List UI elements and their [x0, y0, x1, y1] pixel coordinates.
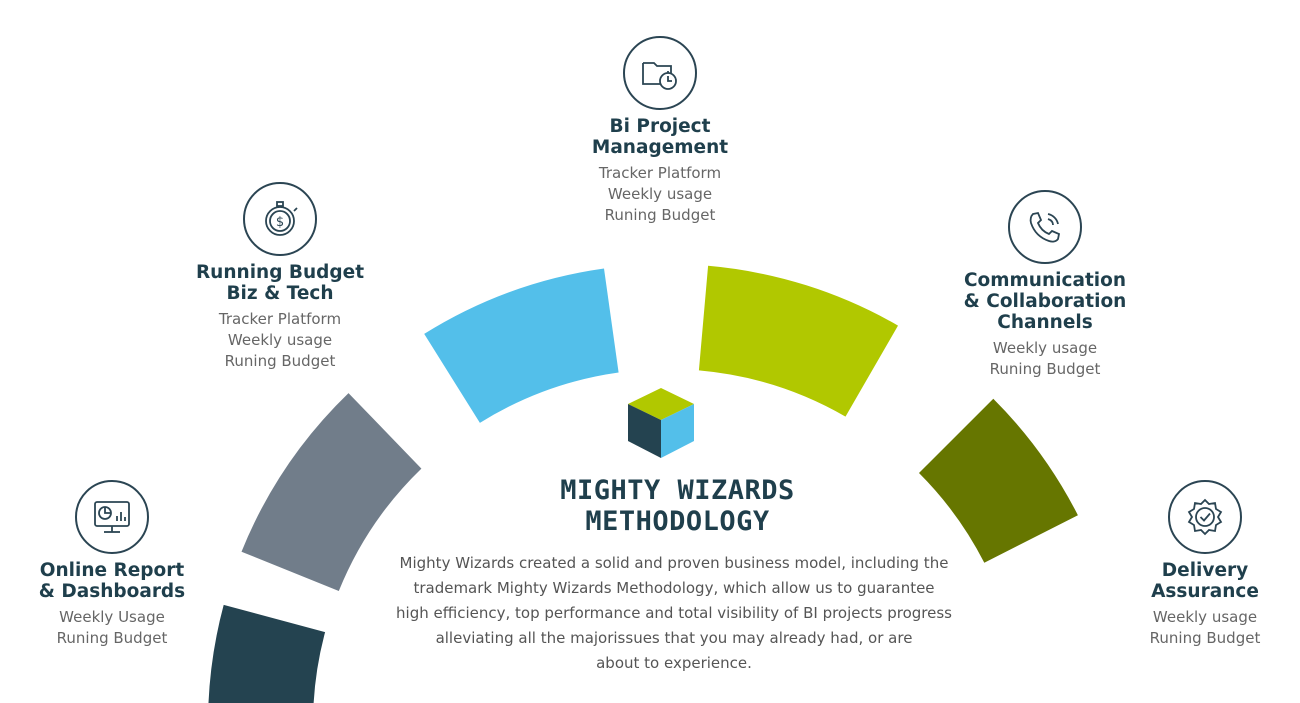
node-detail: Weekly usage	[227, 331, 333, 349]
node-title-line: Assurance	[1151, 581, 1259, 602]
node-detail: Runing Budget	[1149, 629, 1261, 647]
node-detail: Weekly usage	[1152, 608, 1258, 626]
node-detail: Runing Budget	[56, 629, 168, 647]
methodology-description: Mighty Wizards created a solid and prove…	[362, 551, 986, 676]
description-line: alleviating all the majorissues that you…	[435, 629, 913, 647]
description-line: trademark Mighty Wizards Methodology, wh…	[413, 579, 935, 597]
arc-segment-communication	[698, 265, 898, 417]
node-project-management: Bi Project Management Tracker Platform W…	[560, 36, 760, 226]
arc-segment-reports	[208, 604, 326, 703]
node-detail: Runing Budget	[604, 206, 716, 224]
stopwatch-dollar-icon: $	[243, 182, 317, 256]
node-title-line: Online Report	[39, 560, 185, 581]
node-detail: Weekly usage	[607, 185, 713, 203]
arc-segment-budget	[241, 393, 422, 591]
badge-check-icon	[1168, 480, 1242, 554]
node-detail: Tracker Platform	[598, 164, 722, 182]
node-title-line: Delivery	[1161, 560, 1249, 581]
node-running-budget: $ Running Budget Biz & Tech Tracker Plat…	[180, 182, 380, 372]
node-detail: Weekly Usage	[59, 608, 165, 626]
arc-segment-delivery	[919, 398, 1078, 563]
node-online-report: Online Report & Dashboards Weekly Usage …	[22, 480, 202, 649]
folder-clock-icon	[623, 36, 697, 110]
methodology-title: MIGHTY WIZARDS METHODOLOGY	[470, 475, 885, 537]
node-title-line: & Collaboration	[963, 291, 1127, 312]
description-line: high efficiency, top performance and tot…	[396, 604, 952, 622]
node-detail: Tracker Platform	[218, 310, 342, 328]
node-detail: Runing Budget	[224, 352, 336, 370]
description-line: about to experience.	[596, 654, 752, 672]
node-title-line: Communication	[963, 270, 1127, 291]
node-detail: Runing Budget	[989, 360, 1101, 378]
arc-segment-project	[424, 268, 619, 423]
phone-call-icon	[1008, 190, 1082, 264]
node-title-line: Running Budget	[195, 262, 365, 283]
methodology-title-line: MIGHTY WIZARDS	[560, 475, 795, 506]
description-line: Mighty Wizards created a solid and prove…	[399, 554, 949, 572]
dashboard-monitor-icon	[75, 480, 149, 554]
node-delivery-assurance: Delivery Assurance Weekly usage Runing B…	[1120, 480, 1290, 649]
node-title-line: Bi Project	[609, 116, 711, 137]
node-communication: Communication & Collaboration Channels W…	[935, 190, 1155, 380]
node-detail: Weekly usage	[992, 339, 1098, 357]
node-title-line: & Dashboards	[38, 581, 186, 602]
node-title-line: Channels	[997, 312, 1093, 333]
node-title-line: Management	[591, 137, 729, 158]
methodology-title-line: METHODOLOGY	[585, 506, 770, 537]
node-title-line: Biz & Tech	[226, 283, 334, 304]
cube-logo-icon	[628, 388, 694, 458]
svg-text:$: $	[276, 215, 284, 230]
